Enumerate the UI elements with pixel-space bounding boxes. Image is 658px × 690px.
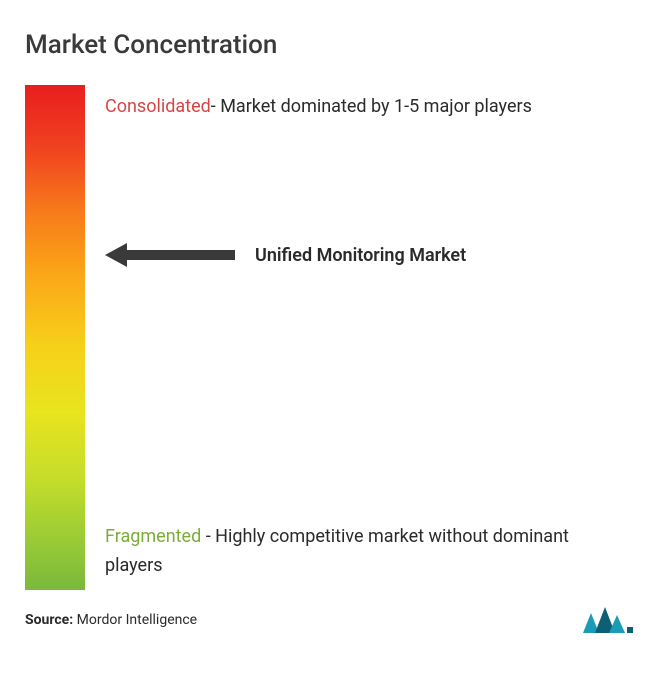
- concentration-gradient-bar: [25, 85, 85, 590]
- consolidated-text: - Market dominated by 1-5 major players: [211, 96, 532, 117]
- market-position-marker: Unified Monitoring Market: [105, 240, 466, 270]
- source-label: Source:: [25, 612, 73, 628]
- footer: Source: Mordor Intelligence: [25, 605, 633, 635]
- source-value: Mordor Intelligence: [77, 612, 197, 628]
- consolidated-description: Consolidated- Market dominated by 1-5 ma…: [105, 93, 613, 122]
- source-attribution: Source: Mordor Intelligence: [25, 612, 197, 628]
- brand-logo-icon: [583, 605, 633, 635]
- arrow-left-icon: [105, 240, 235, 270]
- diagram-content: Consolidated- Market dominated by 1-5 ma…: [25, 85, 633, 590]
- labels-column: Consolidated- Market dominated by 1-5 ma…: [105, 85, 633, 590]
- page-title: Market Concentration: [25, 30, 633, 60]
- fragmented-description: Fragmented - Highly competitive market w…: [105, 523, 613, 581]
- fragmented-keyword: Fragmented: [105, 526, 201, 547]
- market-name-label: Unified Monitoring Market: [255, 245, 466, 266]
- consolidated-keyword: Consolidated: [105, 96, 211, 117]
